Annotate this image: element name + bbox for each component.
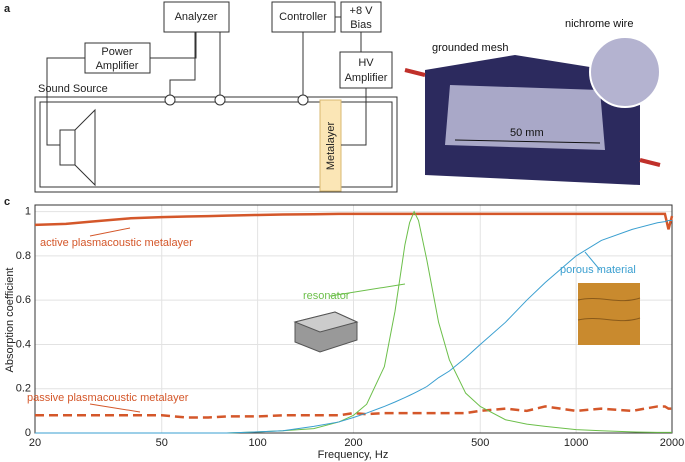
x-tick-label: 2000 (660, 437, 684, 449)
plot-frame (34, 204, 673, 434)
speaker (59, 108, 96, 187)
series-line (35, 220, 672, 434)
x-tick-label: 1000 (564, 437, 588, 449)
controller-box (271, 1, 336, 33)
node-label: Metalayer (325, 122, 337, 171)
y-tick-label: 1 (25, 206, 31, 218)
microphones (164, 94, 309, 106)
y-axis-label: Absorption coefficient (4, 268, 16, 373)
mesh (445, 85, 605, 150)
wires (46, 16, 367, 146)
y-tick-label: 0.8 (16, 250, 31, 262)
y-tick-label: 0.2 (16, 383, 31, 395)
annotation: resonator (303, 290, 350, 302)
photo-label: nichrome wire (565, 18, 633, 30)
node-label: HV (358, 57, 374, 69)
annotation-arrows (89, 227, 601, 413)
analyzer-box (163, 1, 230, 33)
node-label: Power (101, 46, 133, 58)
annotation: passive plasmacoustic metalayer (27, 392, 189, 404)
y-tick-label: 0 (25, 427, 31, 439)
chart: 0 0.2 0.4 0.6 0.8 1 20 50 100 200 500 1000 2000 (16, 204, 684, 449)
insets (293, 283, 641, 353)
x-tick-label: 50 (156, 437, 168, 449)
node-label: Amplifier (96, 60, 139, 72)
wire-inset (589, 36, 661, 108)
x-tick-label: 100 (248, 437, 266, 449)
node-label: Sound Source (38, 83, 108, 95)
cables (404, 68, 661, 167)
x-tick-label: 200 (344, 437, 362, 449)
node-label: +8 V (350, 5, 374, 17)
node-label: Analyzer (175, 11, 218, 23)
annotation: porous material (560, 264, 636, 276)
y-tick-label: 0.4 (16, 338, 31, 350)
photo-label: grounded mesh (432, 42, 508, 54)
x-tick-label: 500 (471, 437, 489, 449)
node-label: Controller (279, 11, 327, 23)
x-tick-label: 20 (29, 437, 41, 449)
y-tick-label: 0.6 (16, 294, 31, 306)
annotation: active plasmacoustic metalayer (40, 237, 193, 249)
series-line (35, 405, 672, 419)
node-label: Amplifier (345, 72, 388, 84)
panel-label: c (4, 196, 10, 208)
node-label: Bias (350, 19, 372, 31)
photo-label: 50 mm (510, 127, 544, 139)
scale-bar (454, 139, 601, 144)
panel-label: a (4, 3, 11, 15)
series-line (34, 212, 674, 230)
x-axis-label: Frequency, Hz (318, 449, 389, 461)
